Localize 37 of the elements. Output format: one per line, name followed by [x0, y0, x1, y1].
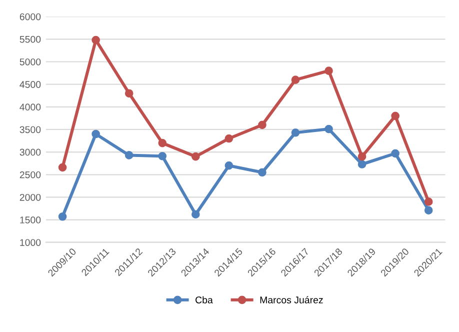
point: [424, 198, 433, 206]
point: [191, 152, 200, 161]
point: [158, 152, 167, 160]
y-tick-label: 1000: [20, 239, 41, 246]
point: [324, 66, 333, 75]
legend-label: Cba: [196, 296, 213, 304]
y-tick-label: 2000: [20, 194, 41, 201]
point: [358, 160, 366, 168]
point: [258, 168, 266, 177]
point: [258, 120, 266, 130]
point: [324, 124, 333, 134]
point: [58, 163, 67, 172]
y-tick-label: 3000: [20, 148, 41, 156]
point: [224, 161, 234, 170]
point: [191, 210, 200, 219]
y-tick-label: 2500: [20, 171, 41, 178]
y-tick-label: 6000: [20, 13, 41, 20]
point: [291, 76, 300, 84]
point: [124, 89, 134, 98]
point: [158, 138, 167, 148]
point: [424, 206, 433, 214]
y-tick-label: 3500: [20, 126, 41, 134]
y-tick-label: 1500: [20, 216, 41, 224]
y-tick-label: 5500: [20, 36, 41, 43]
legend-label: Marcos Juárez: [260, 296, 323, 304]
point: [58, 212, 67, 221]
y-tick-label: 4500: [20, 81, 41, 88]
point: [92, 36, 100, 44]
point: [391, 149, 400, 158]
y-tick-label: 5000: [20, 58, 41, 66]
point: [391, 112, 400, 120]
point: [291, 128, 300, 137]
y-tick-label: 4000: [20, 104, 41, 111]
point: [358, 152, 366, 161]
point: [124, 151, 134, 160]
point: [224, 134, 234, 143]
point: [92, 130, 100, 138]
